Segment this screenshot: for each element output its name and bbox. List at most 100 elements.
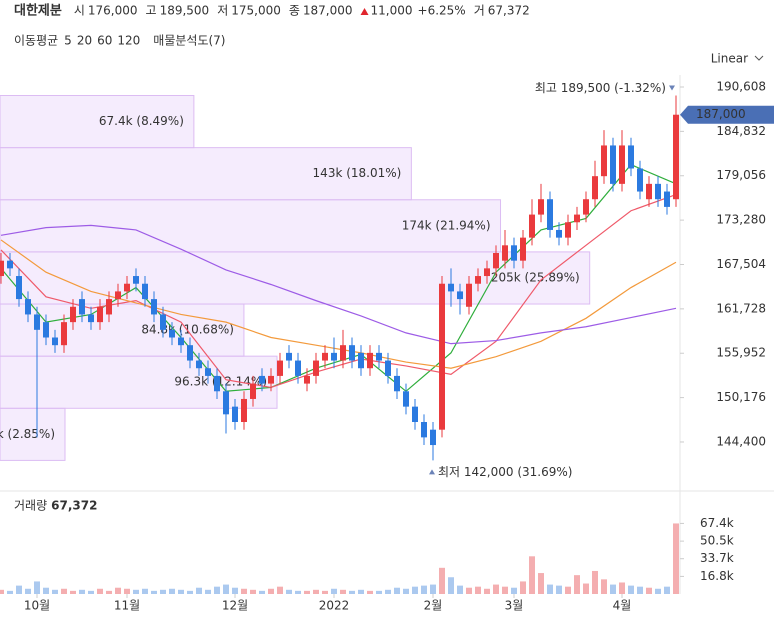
volume-bar	[34, 581, 40, 594]
candle-body	[34, 314, 40, 330]
header-value: 67,372	[488, 4, 530, 18]
header-label: 시	[74, 4, 85, 18]
candle-body	[403, 391, 409, 407]
candle-body	[178, 337, 184, 346]
candle-body	[376, 352, 382, 361]
volume-bar	[538, 573, 544, 594]
candle-body	[106, 299, 112, 315]
header-value: 189,500	[160, 4, 210, 18]
volume-bar	[286, 589, 292, 594]
scale-mode[interactable]: Linear	[711, 52, 748, 66]
candle-body	[16, 276, 22, 300]
candle-body	[295, 360, 301, 376]
candle-body	[556, 229, 562, 238]
y-tick-label: 184,832	[716, 124, 766, 138]
candle-body	[538, 199, 544, 215]
volume-bar	[583, 583, 589, 594]
candle-body	[493, 252, 499, 269]
header-value: 176,000	[88, 4, 138, 18]
legend-entry: 5	[64, 34, 72, 48]
candle-body	[340, 345, 346, 361]
candle-body	[115, 291, 121, 300]
candle-body	[655, 183, 661, 200]
candle-body	[583, 199, 589, 215]
volume-bar	[547, 584, 553, 594]
header-change-pct: +6.25%	[418, 4, 466, 18]
candle-body	[592, 176, 598, 200]
header-label: 고	[146, 4, 157, 18]
y-tick-label: 144,400	[716, 434, 766, 448]
volume-bar	[673, 523, 679, 594]
volume-bar	[637, 586, 643, 594]
candle-body	[673, 114, 679, 200]
x-tick-label: 10월	[24, 599, 50, 613]
volume-bar	[529, 556, 535, 594]
volume-bar	[664, 586, 670, 594]
volume-bar	[7, 590, 13, 594]
volume-bar	[52, 589, 58, 594]
volume-bar	[115, 587, 121, 594]
candle-body	[574, 214, 580, 223]
volume-bar	[385, 589, 391, 594]
candle-body	[484, 268, 490, 277]
volume-total: 67,372	[51, 499, 97, 513]
y-tick-label: 179,056	[716, 168, 766, 182]
volume-bar	[259, 590, 265, 594]
profile-label: 143k (18.01%)	[313, 166, 402, 180]
candle-body	[412, 406, 418, 423]
volume-bar	[160, 589, 166, 594]
volume-bar	[16, 585, 22, 594]
volume-bar	[466, 587, 472, 594]
header-change: 11,000	[371, 4, 413, 18]
candle-body	[43, 322, 49, 338]
candle-body	[394, 375, 400, 392]
candle-body	[187, 345, 193, 361]
candle-body	[232, 406, 238, 423]
candle-body	[52, 337, 58, 346]
candle-body	[268, 375, 274, 384]
candle-body	[0, 260, 4, 277]
legend-entry: 20	[77, 34, 92, 48]
candle-body	[142, 283, 148, 300]
legend-entry: 120	[117, 34, 140, 48]
candle-body	[97, 306, 103, 323]
volume-bar	[493, 584, 499, 594]
x-tick-label: 4월	[613, 599, 632, 613]
volume-bar	[646, 587, 652, 594]
candle-body	[511, 245, 517, 261]
header-value: 175,000	[231, 4, 281, 18]
candle-body	[250, 383, 256, 399]
volume-bar	[43, 587, 49, 594]
x-tick-label: 11월	[114, 599, 140, 613]
volume-bar	[394, 587, 400, 594]
volume-bar	[223, 584, 229, 594]
candle-body	[529, 214, 535, 238]
volume-bar	[178, 589, 184, 594]
volume-bar	[232, 587, 238, 594]
candle-body	[277, 360, 283, 376]
candle-body	[565, 222, 571, 238]
v-tick-label: 50.5k	[700, 534, 734, 548]
volume-bar	[106, 590, 112, 594]
volume-bar	[403, 588, 409, 594]
volume-bar	[169, 588, 175, 594]
low-note: 최저 142,000 (31.69%)	[438, 465, 572, 479]
candle-body	[88, 314, 94, 323]
x-tick-label: 3월	[505, 599, 524, 613]
volume-bar	[439, 567, 445, 594]
volume-bar	[0, 589, 4, 594]
candle-body	[646, 183, 652, 200]
price-tag-label: 187,000	[696, 107, 746, 121]
volume-bar	[430, 584, 436, 594]
dropdown-arrow	[754, 55, 764, 61]
header-label: 거	[474, 4, 485, 18]
candle-body	[637, 168, 643, 192]
profile-bar	[0, 95, 195, 149]
volume-bar	[331, 588, 337, 594]
header-label: 저	[217, 4, 228, 18]
candle-body	[196, 360, 202, 369]
volume-bar	[628, 585, 634, 594]
candle-body	[205, 368, 211, 376]
candle-body	[79, 299, 85, 315]
candle-body	[61, 322, 67, 346]
